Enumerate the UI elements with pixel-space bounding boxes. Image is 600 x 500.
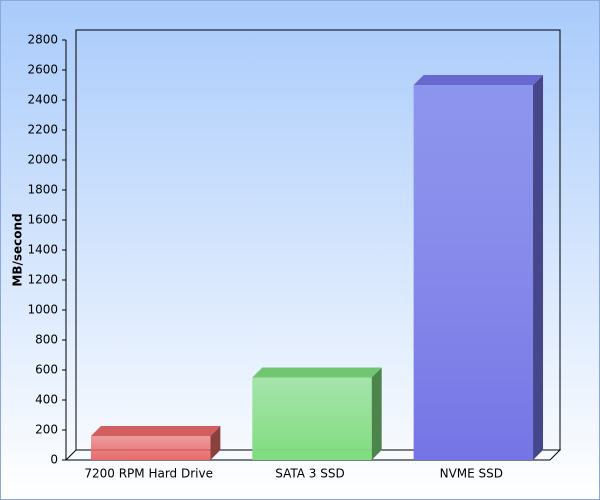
y-tick-label: 0 xyxy=(50,453,58,467)
y-tick-label: 2000 xyxy=(27,153,58,167)
floor xyxy=(64,449,562,461)
y-tick-label: 1000 xyxy=(27,303,58,317)
y-tick-label: 1400 xyxy=(27,243,58,257)
bar-top xyxy=(90,426,221,436)
y-axis-label: MB/second xyxy=(11,213,25,286)
bar-side xyxy=(210,426,221,460)
y-tick-label: 400 xyxy=(35,393,58,407)
bar xyxy=(90,426,221,460)
y-tick-label: 600 xyxy=(35,363,58,377)
y-tick-label: 200 xyxy=(35,423,58,437)
y-tick-label: 2200 xyxy=(27,123,58,137)
bar-front xyxy=(413,85,534,460)
bar-side xyxy=(533,75,544,460)
bar-front xyxy=(90,436,211,460)
x-tick-label: 7200 RPM Hard Drive xyxy=(84,467,213,481)
x-tick-label: NVME SSD xyxy=(440,467,503,481)
y-tick-label: 2400 xyxy=(27,93,58,107)
y-tick-label: 1200 xyxy=(27,273,58,287)
y-tick-label: 1800 xyxy=(27,183,58,197)
bar xyxy=(252,367,382,460)
y-tick-label: 2600 xyxy=(27,63,58,77)
y-tick-label: 800 xyxy=(35,333,58,347)
bar-side xyxy=(371,367,382,460)
x-tick-label: SATA 3 SSD xyxy=(275,467,344,481)
y-tick-label: 2800 xyxy=(27,33,58,47)
bar xyxy=(413,75,544,460)
bar-top xyxy=(252,367,382,378)
y-tick-label: 1600 xyxy=(27,213,58,227)
bar-front xyxy=(252,377,372,460)
bar-top xyxy=(413,75,544,85)
